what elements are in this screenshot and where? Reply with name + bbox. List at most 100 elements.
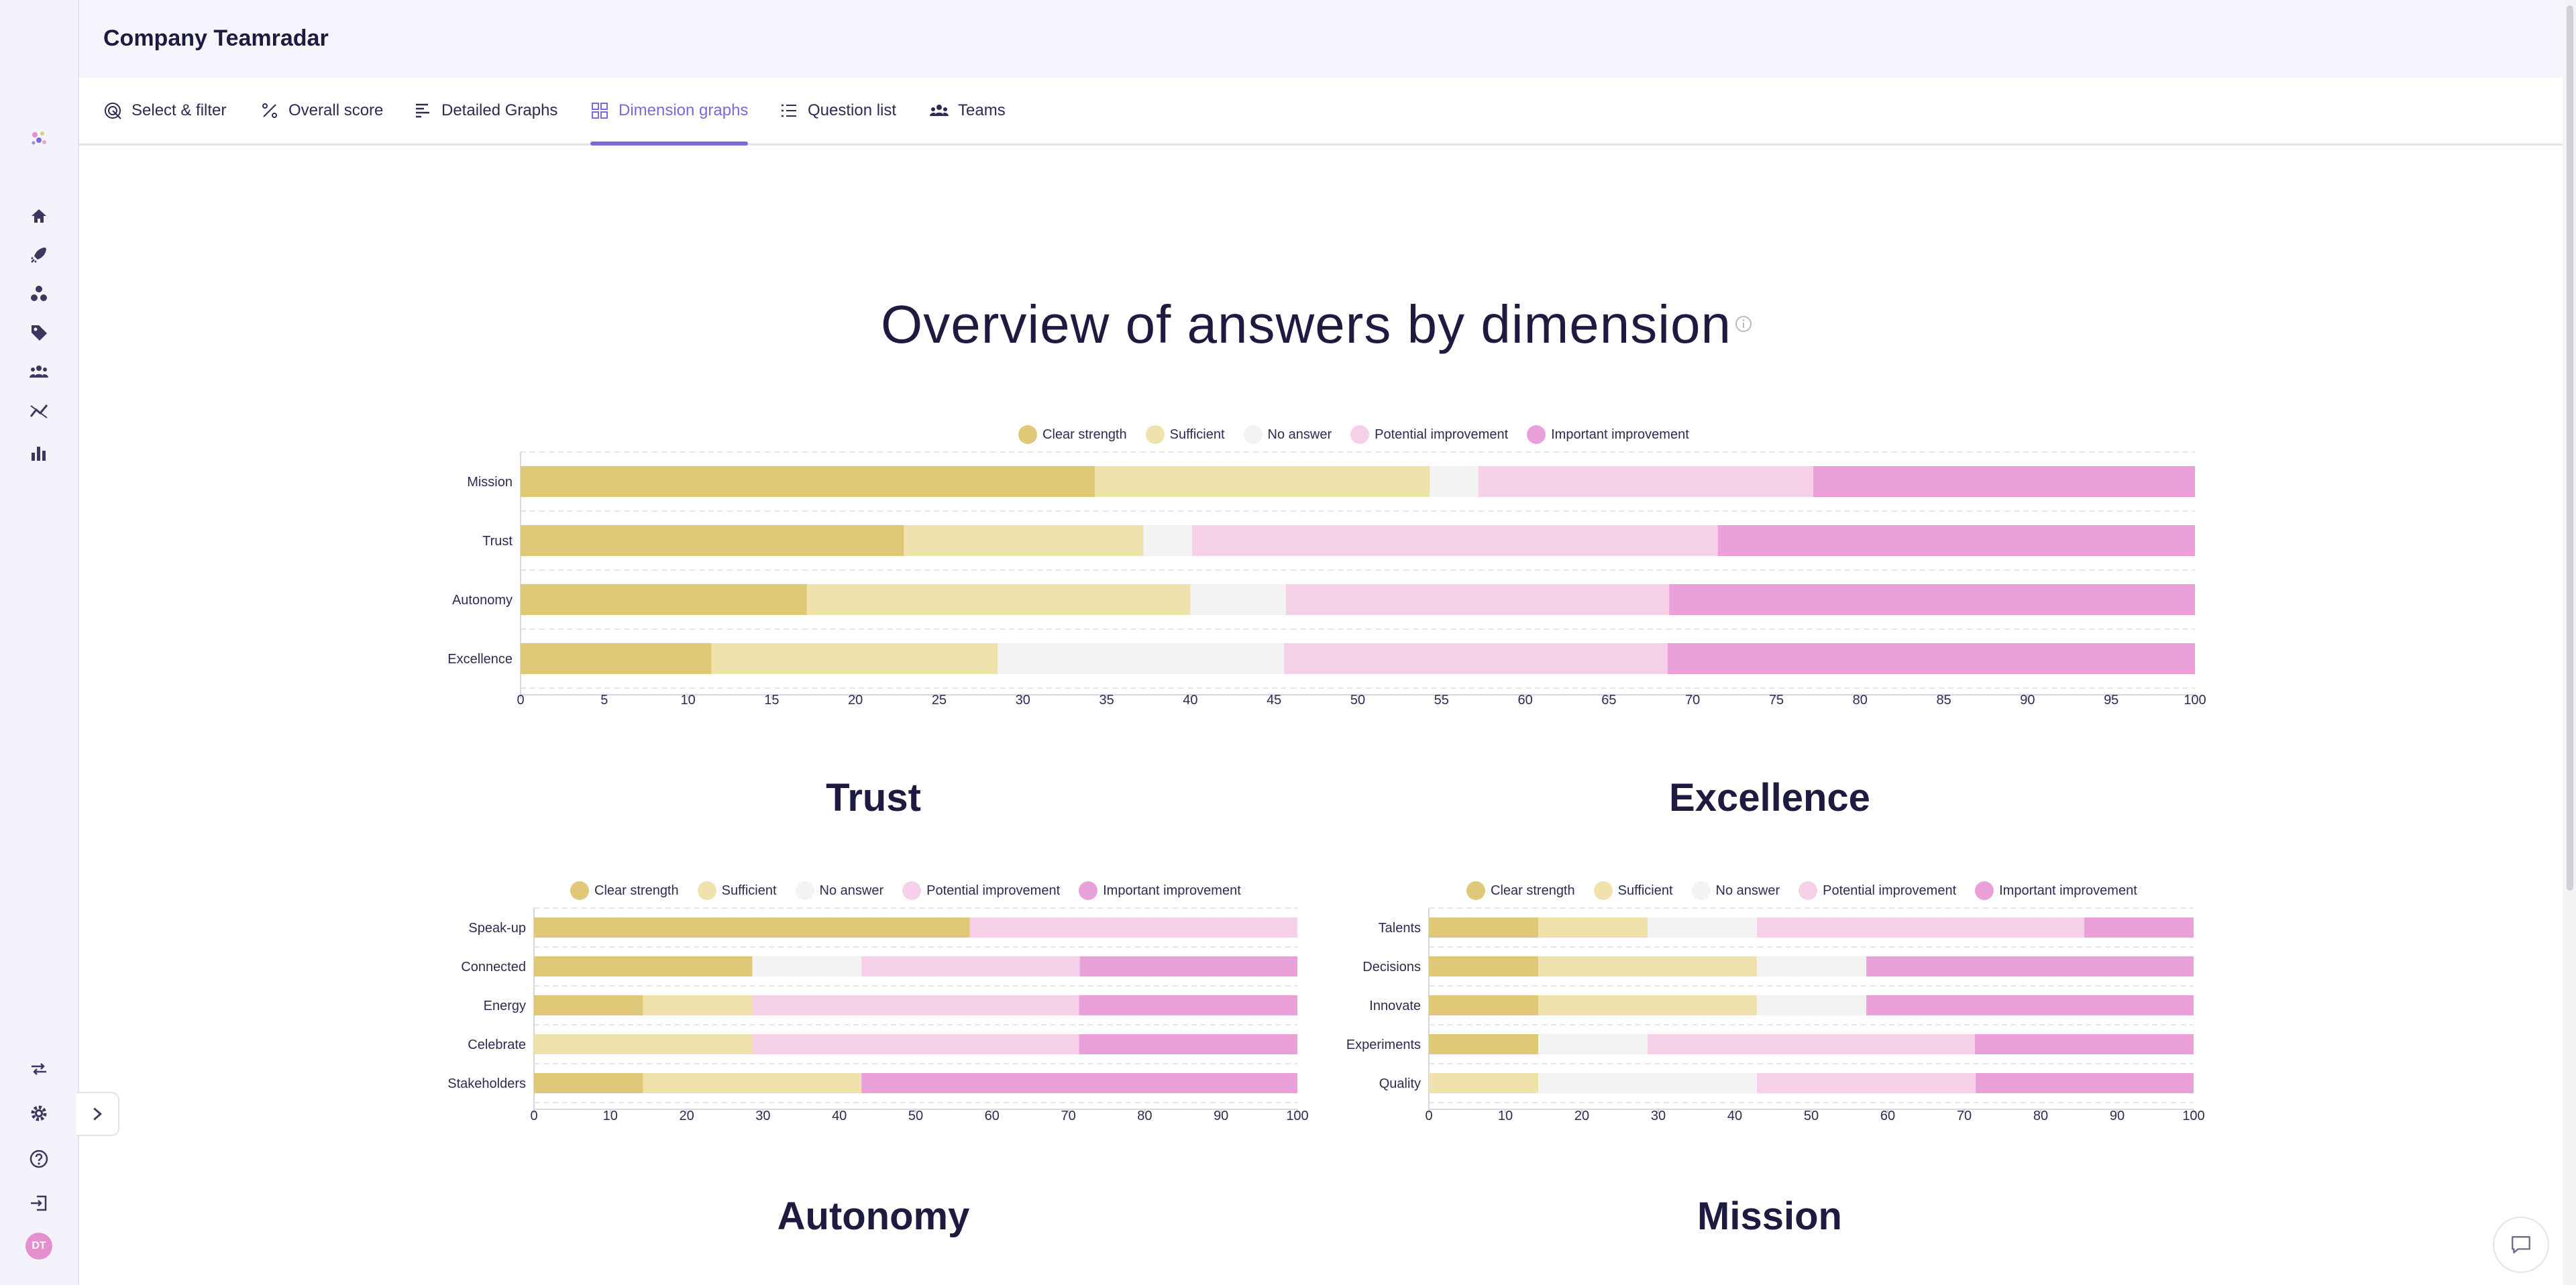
legend-item[interactable]: Clear strength — [570, 881, 679, 900]
legend-label: No answer — [1715, 883, 1780, 898]
bar-segment — [1538, 1073, 1758, 1093]
x-tick-label: 100 — [1286, 1109, 1308, 1123]
x-tick-label: 60 — [985, 1109, 1000, 1123]
legend-item[interactable]: No answer — [1243, 425, 1332, 444]
bar-chart-icon[interactable] — [25, 440, 52, 467]
bar-segment — [969, 917, 1297, 938]
sidebar-expand-button[interactable] — [76, 1092, 119, 1136]
legend-item[interactable]: Clear strength — [1018, 425, 1127, 444]
bar-segment — [1669, 584, 2195, 615]
x-tick-label: 80 — [1853, 693, 1868, 708]
legend-item[interactable]: Important improvement — [1079, 881, 1241, 900]
x-tick-label: 15 — [764, 693, 779, 708]
compare-icon[interactable] — [25, 1056, 52, 1082]
legend-item[interactable]: Important improvement — [1975, 881, 2137, 900]
logout-icon[interactable] — [25, 1190, 52, 1217]
x-tick-label: 5 — [600, 693, 608, 708]
legend-label: Clear strength — [1491, 883, 1575, 898]
chart-legend: Clear strength Sufficient No answer Potenti… — [1018, 425, 1689, 444]
legend-label: Clear strength — [1042, 427, 1127, 442]
legend-label: Sufficient — [721, 883, 777, 898]
x-tick-label: 100 — [2182, 1109, 2204, 1123]
chart-legend: Clear strength Sufficient No answer Potenti… — [570, 881, 1241, 900]
bar-segment — [806, 584, 1191, 615]
bar-segment — [1813, 466, 2195, 497]
tab-select-filter[interactable]: Select & filter — [103, 78, 226, 144]
info-icon[interactable] — [1735, 315, 1752, 333]
chevron-right-icon — [93, 1107, 102, 1121]
bar-segment — [998, 643, 1285, 674]
bar-segment — [1538, 917, 1648, 938]
scrollbar[interactable] — [2563, 0, 2576, 1285]
bar-segment — [534, 956, 753, 976]
chat-button[interactable] — [2493, 1217, 2549, 1273]
tag-icon[interactable] — [25, 319, 52, 346]
x-tick-label: 95 — [2104, 693, 2118, 708]
legend-item[interactable]: Potential improvement — [1350, 425, 1508, 444]
bar-segment — [1430, 466, 1479, 497]
bar-segment — [1191, 525, 1718, 556]
x-tick-label: 60 — [1880, 1109, 1895, 1123]
legend-swatch — [1593, 881, 1613, 900]
bar-segment — [521, 643, 712, 674]
trend-icon[interactable] — [25, 397, 52, 424]
bar-segment — [1429, 995, 1539, 1015]
bar-segment — [1866, 995, 2194, 1015]
bar-segment — [1429, 1034, 1539, 1054]
x-tick-label: 80 — [1137, 1109, 1152, 1123]
legend-item[interactable]: Potential improvement — [1799, 881, 1956, 900]
category-label: Quality — [1379, 1076, 1421, 1091]
tab-label: Detailed Graphs — [441, 101, 558, 119]
x-tick-label: 20 — [1574, 1109, 1589, 1123]
scroll-thumb[interactable] — [2567, 5, 2573, 891]
legend-item[interactable]: Important improvement — [1527, 425, 1689, 444]
legend-item[interactable]: No answer — [1691, 881, 1780, 900]
bar-segment — [1285, 584, 1670, 615]
bar-segment — [1538, 1034, 1648, 1054]
bar-segment — [1095, 466, 1430, 497]
legend-item[interactable]: No answer — [795, 881, 883, 900]
home-icon[interactable] — [25, 203, 52, 229]
legend-item[interactable]: Clear strength — [1466, 881, 1575, 900]
logo-icon[interactable] — [25, 125, 52, 152]
bar-segment — [1757, 956, 1867, 976]
bar-segment — [534, 995, 643, 1015]
x-tick-label: 30 — [1016, 693, 1030, 708]
category-label: Connected — [461, 960, 526, 974]
team-icon[interactable] — [25, 358, 52, 385]
section-title-autonomy: Autonomy — [777, 1194, 970, 1238]
tab-detailed-graphs[interactable]: Detailed Graphs — [413, 78, 557, 144]
bar-segment — [1974, 1034, 2194, 1054]
page-header: Company Teamradar — [79, 0, 2576, 78]
bar-segment — [1648, 1034, 1975, 1054]
legend-label: Important improvement — [1103, 883, 1241, 898]
avatar[interactable]: DT — [25, 1233, 52, 1260]
legend-label: No answer — [1267, 427, 1332, 442]
rocket-icon[interactable] — [25, 241, 52, 268]
section-title-trust: Trust — [826, 776, 921, 820]
legend-swatch — [795, 881, 814, 900]
main-title: Overview of answers by dimension — [880, 294, 1732, 354]
bar-segment — [521, 584, 807, 615]
legend-swatch — [1527, 425, 1546, 444]
cluster-icon[interactable] — [25, 280, 52, 307]
legend-item[interactable]: Potential improvement — [902, 881, 1060, 900]
x-tick-label: 30 — [1651, 1109, 1666, 1123]
tab-teams[interactable]: Teams — [930, 78, 1006, 144]
legend-item[interactable]: Sufficient — [1145, 425, 1225, 444]
legend-item[interactable]: Sufficient — [1593, 881, 1673, 900]
help-icon[interactable] — [25, 1146, 52, 1172]
gear-icon[interactable] — [25, 1100, 52, 1127]
legend-item[interactable]: Sufficient — [697, 881, 777, 900]
bar-segment — [1429, 917, 1539, 938]
x-tick-label: 10 — [680, 693, 695, 708]
tab-overall-score[interactable]: Overall score — [260, 78, 383, 144]
x-tick-label: 40 — [832, 1109, 847, 1123]
x-tick-label: 20 — [679, 1109, 694, 1123]
tab-dimension-graphs[interactable]: Dimension graphs — [590, 78, 749, 146]
x-tick-label: 40 — [1727, 1109, 1742, 1123]
tab-question-list[interactable]: Question list — [780, 78, 896, 144]
bar-segment — [521, 525, 904, 556]
bar-segment — [1429, 1073, 1539, 1093]
legend-swatch — [1975, 881, 1994, 900]
